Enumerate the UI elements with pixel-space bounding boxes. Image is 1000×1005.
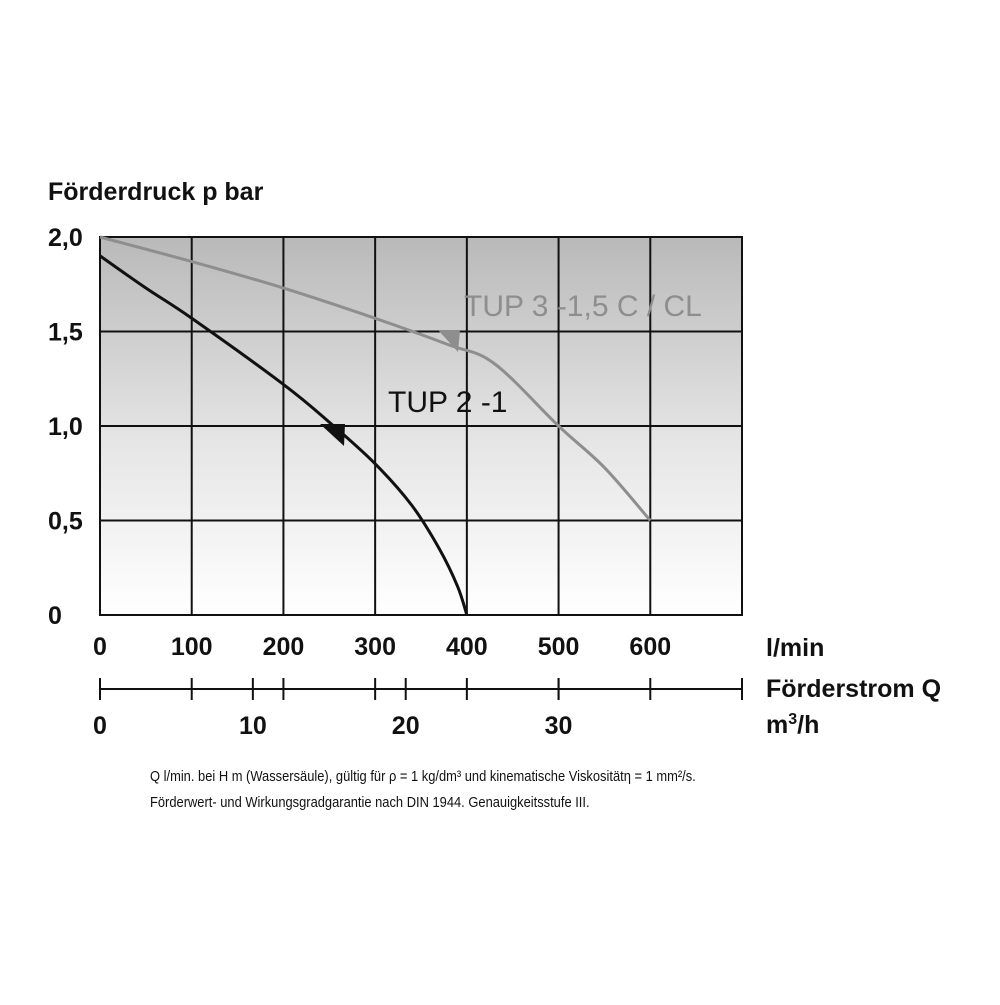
y-tick-labels: 0 0,5 1,0 1,5 2,0	[48, 224, 83, 630]
x-axis-title: Förderstrom Q	[766, 675, 941, 703]
x-tick-labels-lmin: 0 100 200 300 400 500 600	[93, 633, 671, 661]
y-tick-label: 1,0	[48, 413, 83, 441]
series-label-tup3: TUP 3 -1,5 C / CL	[464, 290, 702, 323]
x-tick-label-lmin: 400	[446, 633, 488, 661]
marker-tup3-triangle	[438, 330, 460, 352]
x-tick-label-lmin: 300	[354, 633, 396, 661]
x-tick-label-lmin: 600	[629, 633, 671, 661]
x-tick-labels-m3h: 0 10 20 30	[93, 712, 572, 740]
x-unit-m3h: m3/h	[766, 711, 819, 739]
series-line-0	[99, 235, 652, 522]
x-tick-label-m3h: 0	[93, 712, 107, 740]
marker-tup2-triangle	[320, 424, 345, 446]
x-tick-label-lmin: 100	[171, 633, 213, 661]
plot-border	[99, 236, 743, 616]
secondary-axis-tick-marks	[99, 678, 743, 700]
y-tick-label: 0,5	[48, 508, 83, 536]
x-tick-label-lmin: 0	[93, 633, 107, 661]
series-label-tup2: TUP 2 -1	[388, 386, 508, 419]
x-tick-label-m3h: 20	[392, 712, 420, 740]
x-tick-label-lmin: 500	[538, 633, 580, 661]
y-tick-label: 0	[48, 602, 62, 630]
footnote-line-1: Q l/min. bei H m (Wassersäule), gültig f…	[150, 768, 696, 785]
x-unit-lmin: l/min	[766, 634, 824, 662]
x-tick-label-lmin: 200	[263, 633, 305, 661]
x-tick-label-m3h: 10	[239, 712, 267, 740]
footnote-line-2: Förderwert- und Wirkungsgradgarantie nac…	[150, 794, 590, 811]
y-tick-label: 1,5	[48, 319, 83, 347]
x-tick-label-m3h: 30	[545, 712, 573, 740]
grid-layer	[100, 237, 742, 615]
y-axis-title: Förderdruck p bar	[48, 178, 264, 206]
y-tick-label: 2,0	[48, 224, 83, 252]
